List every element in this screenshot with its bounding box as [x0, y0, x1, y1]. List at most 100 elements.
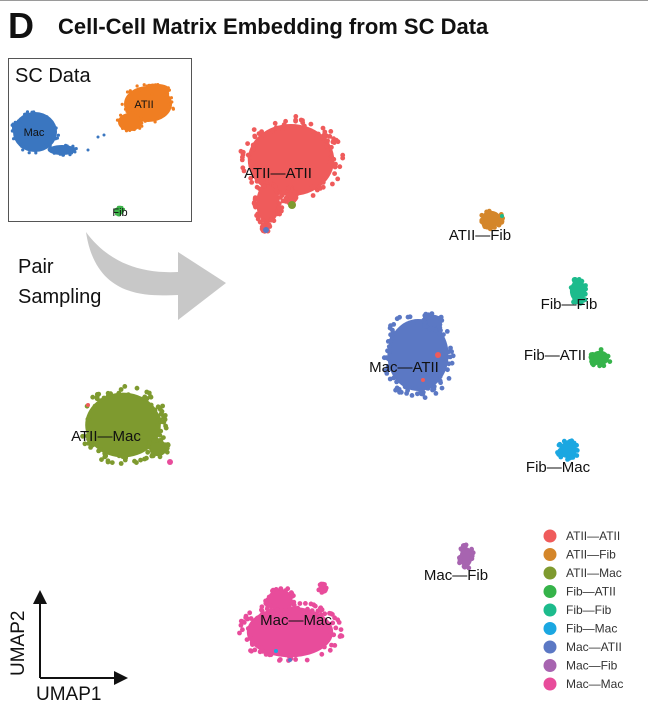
inset-point [153, 120, 157, 124]
cluster-point [254, 178, 260, 184]
cluster-point [277, 211, 282, 217]
cluster-point [331, 156, 337, 162]
cluster-point [338, 627, 344, 632]
cluster-Fib—ATII [588, 347, 613, 369]
cluster-point [141, 396, 147, 401]
cluster-point [248, 175, 254, 181]
inset-point [21, 148, 25, 152]
inset-point [135, 114, 139, 118]
cluster-point [483, 224, 489, 230]
cluster-point [319, 588, 325, 594]
inset-point [166, 103, 170, 107]
cluster-point [605, 353, 611, 359]
cluster-point [574, 448, 580, 453]
cluster-point [158, 419, 164, 425]
cluster-point [332, 164, 338, 170]
cluster-point [322, 611, 328, 617]
cluster-core [256, 183, 280, 223]
outlier-point [167, 459, 173, 465]
cluster-point [276, 205, 282, 211]
cluster-point [318, 612, 324, 618]
cluster-point [134, 385, 140, 391]
inset-point [151, 83, 155, 87]
cluster-point [80, 433, 85, 439]
inset-stray-point [102, 133, 106, 137]
cluster-point [240, 627, 245, 633]
cluster-point [327, 160, 333, 165]
curved-arrow-shape [86, 232, 226, 320]
cluster-point [247, 610, 253, 616]
cluster-point [144, 396, 150, 401]
legend: ATII—ATII ATII—Fib ATII—Mac Fib—ATII Fib—Fib… [543, 529, 623, 691]
cluster-point [281, 190, 286, 196]
cluster-point [144, 389, 150, 395]
inset-point [164, 92, 168, 96]
panel-title: Cell-Cell Matrix Embedding from SC Data [58, 14, 489, 39]
cluster-point [422, 395, 428, 400]
legend-label: Mac—ATII [566, 640, 622, 654]
cluster-point [159, 411, 164, 417]
cluster-point [405, 314, 411, 320]
inset-point [22, 127, 26, 131]
cluster-point [107, 391, 112, 397]
cluster-point [274, 607, 280, 613]
inset-cluster-label: ATII [134, 99, 153, 111]
legend-label: Fib—Mac [566, 622, 617, 636]
cluster-point [270, 128, 275, 134]
cluster-point [272, 120, 278, 126]
cluster-core [569, 280, 587, 302]
cluster-point [116, 390, 122, 396]
cluster-point [479, 217, 485, 223]
inset-point [19, 131, 23, 135]
cluster-point [400, 380, 406, 386]
inset-point [120, 102, 124, 106]
cluster-point [391, 370, 397, 375]
cluster-point [330, 139, 336, 145]
inset-point [170, 100, 174, 104]
cluster-point [163, 425, 169, 431]
cluster-point [125, 392, 131, 398]
cluster-point [323, 174, 329, 180]
cluster-point [254, 213, 259, 218]
cluster-point [420, 391, 426, 397]
inset-point [137, 123, 141, 127]
cluster-point [402, 384, 408, 390]
inset-point [153, 94, 158, 98]
outlier-point [288, 658, 292, 662]
cluster-point [448, 345, 453, 351]
cluster-Mac—Fib [457, 542, 476, 571]
inset-point [48, 145, 52, 149]
cluster-point [280, 198, 286, 204]
cluster-point [158, 428, 164, 434]
inset-scatter: Mac ATII Fib [10, 83, 175, 219]
cluster-point [289, 652, 295, 658]
cluster-core [247, 124, 335, 196]
cluster-point [98, 447, 103, 452]
cluster-ATII—Fib [479, 208, 505, 232]
inset-point [17, 120, 21, 125]
cluster-point [157, 432, 163, 438]
umap2-arrowhead [33, 590, 47, 604]
cluster-point [257, 219, 263, 225]
cluster-point [240, 152, 246, 158]
inset-cluster-Mac: Mac [10, 110, 78, 157]
inset-point [48, 148, 52, 152]
cluster-point [406, 384, 412, 389]
legend-swatch [543, 529, 557, 543]
cluster-point [310, 193, 316, 198]
cluster-point [336, 620, 342, 625]
cluster-point [276, 201, 282, 207]
cluster-point [145, 449, 151, 455]
cluster-point [322, 129, 328, 135]
cluster-point [574, 453, 580, 458]
cluster-point [150, 451, 156, 456]
cluster-point [268, 217, 274, 223]
cluster-point [162, 417, 168, 422]
cluster-point [259, 608, 265, 614]
cluster-point [427, 326, 433, 332]
inset-stray-point [96, 135, 100, 139]
inset-point [10, 129, 14, 133]
inset-stray-point [86, 148, 90, 152]
cluster-point [293, 117, 298, 123]
cluster-point [332, 643, 338, 648]
